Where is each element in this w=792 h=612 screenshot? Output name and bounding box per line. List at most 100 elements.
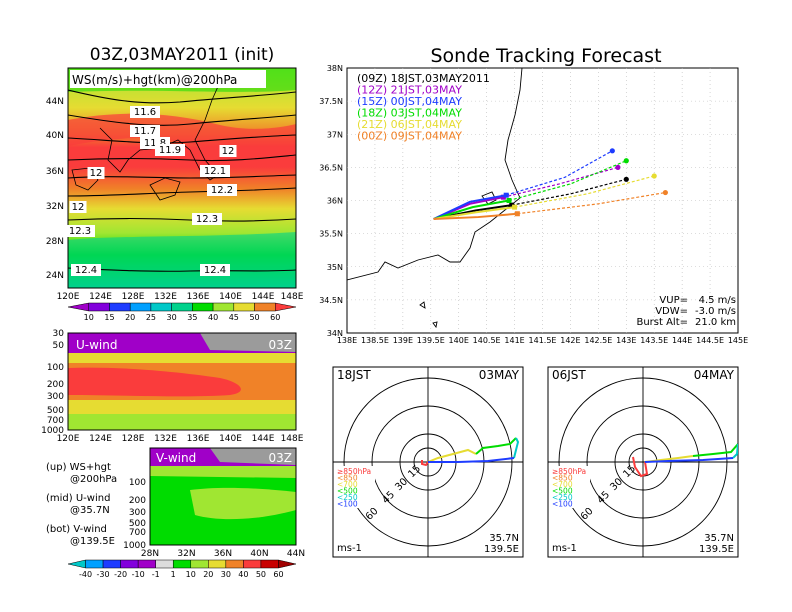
coastline-korea-japan	[71, 81, 221, 201]
hodograph-level-label: ≥850hPa	[337, 467, 371, 476]
tracking-y-tick: 34.5N	[319, 296, 343, 305]
contour-label: 12	[72, 202, 85, 213]
vwind-panel	[150, 448, 296, 545]
legend-entry: (15Z) 00JST,04MAY	[357, 95, 462, 108]
ws-colorbar-label: 35	[187, 313, 197, 322]
wind-colorbar-label: 30	[221, 570, 231, 579]
hodograph-level-label: <850	[337, 474, 358, 483]
legend-entry: (09Z) 18JST,03MAY2011	[357, 72, 490, 85]
uwind-y-tick: 500	[47, 406, 64, 416]
hodograph-trace	[421, 460, 429, 467]
tracking-x-tick: 140E	[449, 336, 469, 345]
hodograph-units: ms-1	[552, 543, 577, 554]
wind-colorbar-swatch	[155, 559, 174, 569]
tracking-y-tick: 36N	[327, 197, 343, 206]
contour-label-bg	[200, 165, 230, 177]
wind-colorbar-label: -40	[79, 570, 92, 579]
track-ascent-line	[433, 194, 507, 220]
track-descent-line	[517, 191, 666, 215]
wind-colorbar-label: 1	[171, 570, 176, 579]
tracking-x-tick: 144E	[672, 336, 692, 345]
annotation-label: VUP=	[659, 295, 688, 306]
map-lon-tick: 124E	[89, 292, 112, 302]
hgt-contours	[68, 89, 296, 272]
map-lon-tick: 120E	[57, 292, 80, 302]
uwind-x-tick: 148E	[281, 434, 304, 444]
ws-low-region	[68, 232, 296, 288]
tracking-x-tick: 141.5E	[529, 336, 557, 345]
contour-label-bg	[200, 264, 230, 276]
wind-colorbar-swatch	[102, 559, 121, 569]
wind-colorbar-label: 40	[238, 570, 248, 579]
hodograph-plot	[333, 367, 523, 557]
contour-label: 11.7	[134, 126, 156, 137]
hodograph-time-label: 18JST	[337, 368, 371, 382]
hodograph-lon: 139.5E	[699, 544, 734, 555]
tracking-x-tick: 143.5E	[640, 336, 668, 345]
vwind-y-tick: 200	[129, 496, 146, 506]
map-lat-tick: 32N	[46, 202, 64, 212]
contour-label-bg	[87, 167, 105, 179]
note-line: (mid) U-wind	[46, 493, 110, 504]
ws-colorbar-label: 15	[104, 313, 114, 322]
hodograph-level-label: <700	[337, 480, 358, 489]
tracking-y-tick: 35.5N	[319, 230, 343, 239]
hodograph-label-bg	[549, 368, 595, 382]
map-lon-tick: 128E	[122, 292, 145, 302]
contour-label: 12.2	[211, 185, 233, 196]
map-lon-tick: 136E	[187, 292, 210, 302]
map-lat-ticks: 44N 40N 36N 32N 28N 24N	[46, 97, 64, 281]
tracking-y-tick: 35N	[327, 263, 343, 272]
hodograph-level-label: <500	[552, 487, 573, 496]
ws-colorbar-swatch	[275, 302, 297, 312]
contour-label-bg	[130, 106, 160, 118]
landing-point	[651, 173, 657, 179]
vwind-x-tick: 32N	[177, 549, 195, 559]
uwind-x-tick: 136E	[187, 434, 210, 444]
wind-colorbar-swatch	[278, 559, 297, 569]
hodograph-label-bg	[475, 368, 522, 382]
uwind-y-tick: 300	[47, 392, 64, 402]
annotation-label: Burst Alt=	[636, 317, 688, 328]
uwind-frame	[67, 332, 297, 431]
contour-label-bg	[71, 264, 101, 276]
contour-label: 12.4	[75, 265, 97, 276]
wind-colorbar-swatch	[208, 559, 227, 569]
tracking-legend: (09Z) 18JST,03MAY2011(12Z) 21JST,03MAY(1…	[357, 72, 490, 143]
annotation-value: -3.0 m/s	[695, 306, 736, 317]
wind-colorbar-label: 10	[186, 570, 196, 579]
ws-colorbar-label: 25	[146, 313, 156, 322]
contour-label: 11.6	[134, 107, 156, 118]
ws-colorbar-label: 50	[249, 313, 259, 322]
contour-label: 12.3	[69, 226, 91, 237]
uwind-y-tick: 700	[47, 416, 64, 426]
vwind-x-tick: 44N	[287, 549, 305, 559]
note-line: @200hPa	[70, 474, 117, 485]
tracking-x-tick: 139.5E	[417, 336, 445, 345]
uwind-panel	[68, 333, 296, 430]
tracking-y-ticks: 34N 34.5N 35N 35.5N 36N 36.5N 37N 37.5N 38N	[319, 64, 343, 338]
wind-colorbar-swatch	[172, 559, 192, 569]
tracking-x-tick: 142E	[560, 336, 580, 345]
hodograph-trace	[513, 437, 520, 459]
contour-label: 12.3	[196, 214, 218, 225]
tracking-x-tick: 140.5E	[473, 336, 501, 345]
ws-colorbar-label: 30	[167, 313, 177, 322]
hodograph-level-label: <700	[552, 480, 573, 489]
vwind-y-tick: 700	[129, 528, 146, 538]
contour-label: 12.4	[204, 265, 226, 276]
note-line: @139.5E	[70, 536, 115, 547]
ws-colorbar-label: 10	[84, 313, 94, 322]
track-ascent-line	[433, 206, 515, 221]
tracking-x-tick: 138.5E	[361, 336, 389, 345]
contour-label: 12.1	[204, 166, 226, 177]
ws-colorbar-swatch	[171, 302, 193, 312]
landing-point	[662, 189, 668, 196]
annotation-value: 4.5 m/s	[699, 295, 736, 306]
uwind-y-tick: 1000	[41, 426, 64, 436]
wind-colorbar-swatch	[225, 559, 244, 569]
hodograph-levels-bg	[550, 466, 590, 508]
legend-entry: (12Z) 21JST,03MAY	[357, 84, 462, 97]
